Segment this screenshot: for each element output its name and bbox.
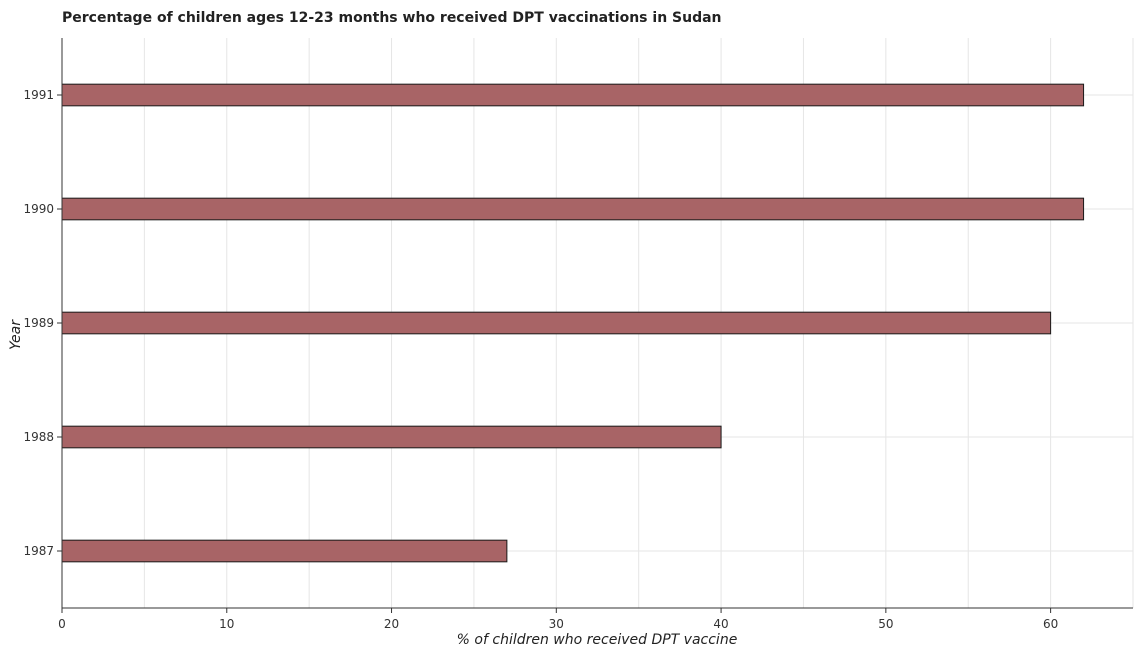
x-axis-label: % of children who received DPT vaccine <box>457 632 738 648</box>
x-tick-label: 10 <box>219 617 234 631</box>
chart-title: Percentage of children ages 12-23 months… <box>62 10 722 26</box>
axes: 0 10 20 30 40 50 60 1987 1988 1989 1990 1991 <box>23 38 1133 631</box>
bar-1987 <box>61 539 508 563</box>
y-tick-label: 1988 <box>23 430 54 444</box>
bar-1990 <box>61 197 1085 221</box>
x-tick-label: 20 <box>384 617 399 631</box>
bar-1988 <box>61 425 722 449</box>
x-tick-label: 60 <box>1043 617 1058 631</box>
bar-1991 <box>61 83 1085 107</box>
y-tick-label: 1990 <box>23 202 54 216</box>
x-tick-label: 40 <box>713 617 728 631</box>
bar-1989 <box>61 311 1052 335</box>
x-tick-label: 50 <box>878 617 893 631</box>
y-tick-label: 1987 <box>23 544 54 558</box>
x-tick-label: 30 <box>549 617 564 631</box>
y-tick-label: 1989 <box>23 316 54 330</box>
x-tick-label: 0 <box>58 617 66 631</box>
bars <box>61 83 1085 563</box>
y-axis-label: Year <box>8 319 24 350</box>
y-tick-label: 1991 <box>23 88 54 102</box>
